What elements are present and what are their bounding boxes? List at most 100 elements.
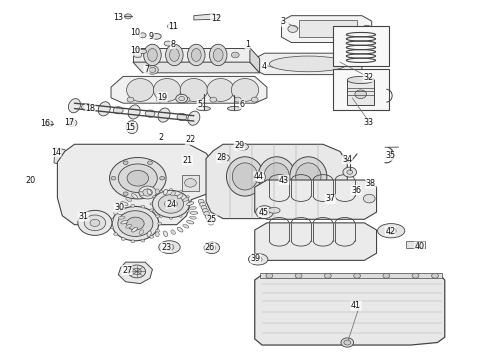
Ellipse shape [147, 231, 151, 237]
Ellipse shape [166, 44, 183, 66]
Circle shape [201, 206, 207, 210]
Text: 8: 8 [171, 40, 175, 49]
Bar [333, 69, 389, 111]
Text: 3: 3 [280, 17, 285, 26]
Polygon shape [57, 144, 216, 225]
Polygon shape [54, 148, 72, 166]
Circle shape [158, 195, 184, 213]
Circle shape [126, 217, 144, 230]
Polygon shape [255, 53, 362, 75]
Ellipse shape [258, 157, 295, 196]
Ellipse shape [139, 49, 147, 54]
Ellipse shape [164, 41, 172, 46]
Text: 21: 21 [182, 156, 193, 165]
Polygon shape [255, 275, 445, 345]
Ellipse shape [126, 78, 154, 102]
Text: 31: 31 [78, 212, 88, 221]
Ellipse shape [237, 143, 248, 150]
Ellipse shape [155, 189, 159, 194]
Text: 2: 2 [159, 132, 164, 141]
Ellipse shape [139, 33, 146, 38]
Polygon shape [194, 14, 221, 20]
Ellipse shape [153, 78, 181, 102]
Circle shape [266, 273, 273, 278]
Ellipse shape [207, 78, 234, 102]
Bar [347, 80, 374, 105]
Circle shape [179, 215, 182, 217]
Text: 29: 29 [234, 141, 245, 150]
Circle shape [199, 202, 205, 207]
Ellipse shape [132, 194, 137, 198]
Text: 40: 40 [415, 242, 424, 251]
Text: 39: 39 [251, 254, 261, 263]
Ellipse shape [232, 163, 258, 190]
Circle shape [128, 265, 146, 278]
Text: 26: 26 [205, 243, 215, 252]
Circle shape [204, 212, 210, 216]
Circle shape [139, 186, 156, 199]
Ellipse shape [147, 189, 151, 195]
Text: 36: 36 [351, 185, 361, 194]
Text: 19: 19 [157, 93, 167, 102]
Ellipse shape [197, 107, 210, 111]
Circle shape [295, 273, 302, 278]
Ellipse shape [254, 172, 266, 183]
Ellipse shape [231, 78, 259, 102]
Circle shape [150, 203, 153, 205]
Text: 7: 7 [144, 66, 149, 75]
Text: 23: 23 [161, 243, 171, 252]
Ellipse shape [248, 253, 268, 265]
Circle shape [110, 226, 114, 229]
Circle shape [150, 209, 154, 212]
Text: 28: 28 [217, 153, 227, 162]
Circle shape [147, 66, 158, 74]
Circle shape [90, 219, 100, 226]
Circle shape [208, 221, 214, 225]
Ellipse shape [177, 227, 183, 232]
Ellipse shape [213, 49, 223, 62]
Circle shape [160, 190, 163, 193]
Ellipse shape [227, 107, 241, 111]
Ellipse shape [177, 194, 183, 198]
Text: 12: 12 [211, 14, 221, 23]
Circle shape [177, 113, 187, 121]
Text: 41: 41 [351, 301, 361, 310]
Polygon shape [206, 144, 347, 219]
Text: 10: 10 [130, 28, 140, 37]
Circle shape [110, 157, 166, 199]
Ellipse shape [183, 224, 189, 228]
Ellipse shape [126, 121, 138, 134]
Text: 33: 33 [363, 118, 373, 127]
Circle shape [186, 210, 189, 212]
Circle shape [254, 256, 262, 262]
Polygon shape [282, 16, 372, 42]
Polygon shape [133, 62, 260, 73]
Circle shape [112, 206, 159, 241]
Circle shape [189, 203, 192, 205]
Circle shape [210, 97, 217, 102]
Circle shape [118, 164, 157, 193]
Circle shape [165, 199, 177, 208]
Circle shape [202, 208, 208, 213]
Ellipse shape [209, 44, 227, 66]
Circle shape [145, 110, 155, 117]
Circle shape [260, 208, 270, 216]
Ellipse shape [121, 220, 128, 224]
Circle shape [127, 170, 148, 186]
Circle shape [205, 215, 211, 219]
Circle shape [121, 207, 125, 210]
Circle shape [160, 215, 163, 217]
Text: 30: 30 [114, 203, 124, 212]
Text: 20: 20 [25, 176, 36, 185]
Circle shape [165, 244, 174, 250]
Circle shape [344, 340, 351, 345]
Text: 42: 42 [385, 226, 395, 235]
Circle shape [134, 52, 142, 58]
Ellipse shape [118, 216, 125, 219]
Circle shape [143, 189, 152, 196]
Ellipse shape [270, 56, 347, 72]
Bar [406, 242, 425, 248]
Circle shape [198, 199, 204, 203]
Circle shape [141, 239, 145, 242]
Circle shape [147, 161, 152, 165]
